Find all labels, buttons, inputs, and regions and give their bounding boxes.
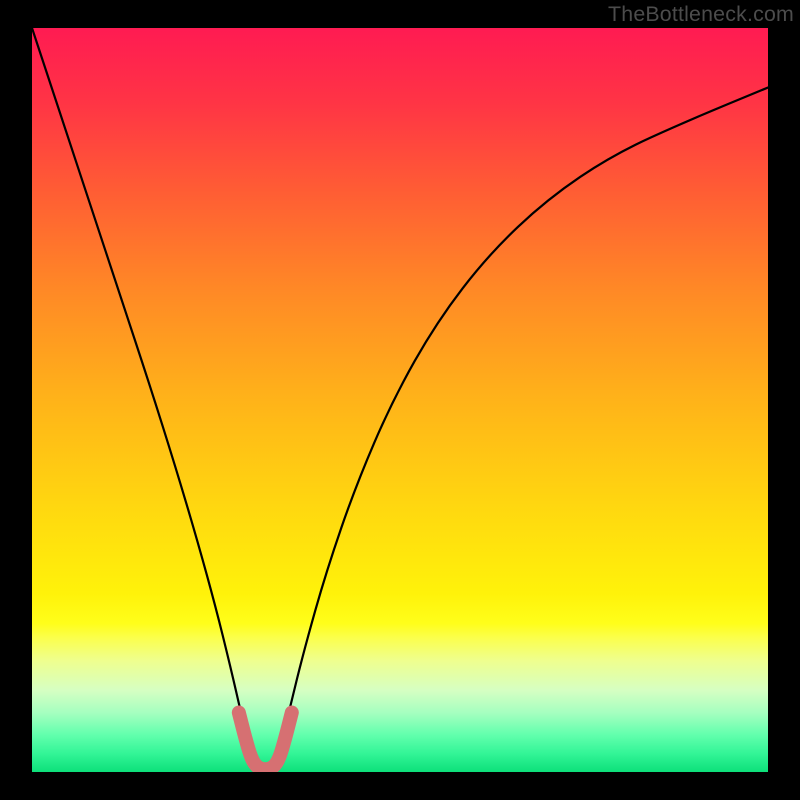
bottom-highlight-curve (239, 712, 292, 769)
plot-area (32, 28, 768, 772)
curve-layer (32, 28, 768, 772)
chart-frame: TheBottleneck.com (0, 0, 800, 800)
watermark-text: TheBottleneck.com (608, 2, 794, 27)
bottleneck-v-curve (32, 28, 768, 769)
